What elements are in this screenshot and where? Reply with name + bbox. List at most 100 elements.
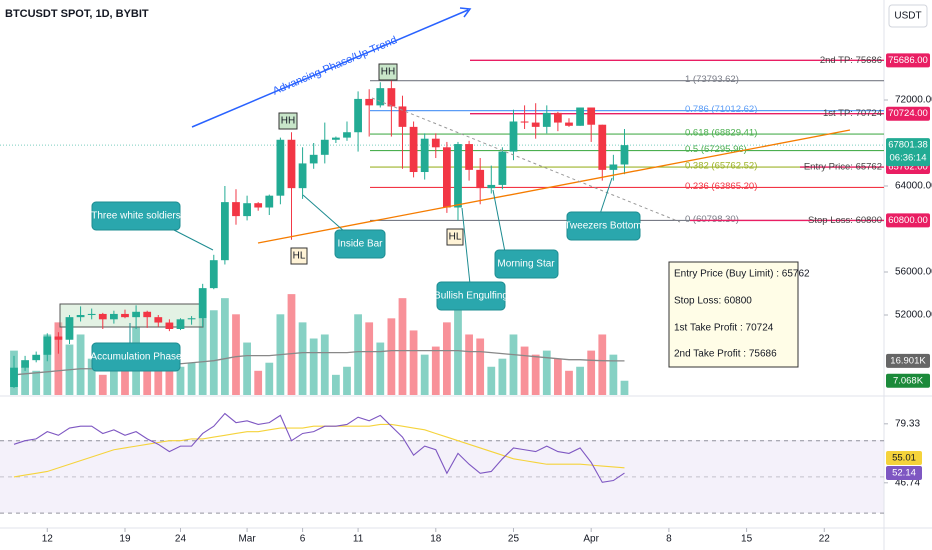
currency[interactable]: USDT bbox=[894, 11, 921, 22]
hh-label: HH bbox=[281, 116, 295, 127]
candle-body bbox=[420, 138, 429, 173]
x-tick-label: Mar bbox=[238, 534, 256, 545]
volume-bar bbox=[154, 358, 163, 395]
volume-bar bbox=[576, 366, 584, 395]
volume-bar bbox=[265, 362, 274, 395]
volume-ma-box bbox=[886, 353, 930, 368]
volume-bar bbox=[110, 362, 118, 395]
volume-bar bbox=[354, 314, 362, 395]
volume-bar bbox=[209, 310, 218, 395]
chart-title: BTCUSDT SPOT, 1D, BYBIT bbox=[5, 8, 149, 20]
candle-body bbox=[442, 147, 451, 208]
candle-body bbox=[176, 319, 185, 329]
hh-box bbox=[378, 63, 398, 81]
callout-box bbox=[436, 281, 506, 311]
candle-body bbox=[143, 311, 152, 318]
candle-body bbox=[232, 202, 240, 217]
fib-label: 0.5 (67295.96) bbox=[685, 144, 747, 155]
volume-bar bbox=[232, 314, 240, 395]
candle-body bbox=[620, 145, 629, 165]
candle-body bbox=[221, 202, 229, 261]
volume-bar bbox=[609, 354, 618, 395]
candle-body bbox=[254, 203, 263, 208]
volume-bar bbox=[165, 370, 174, 395]
candle-body bbox=[376, 88, 385, 106]
volume-bar bbox=[520, 346, 529, 395]
trade-box-line: Stop Loss: 60800 bbox=[674, 296, 752, 307]
candle-body bbox=[354, 98, 362, 133]
volume-bar bbox=[87, 358, 96, 395]
candle-body bbox=[454, 144, 462, 208]
x-tick-label: 22 bbox=[819, 534, 831, 545]
x-tick-label: 12 bbox=[42, 534, 54, 545]
callout-box bbox=[566, 211, 641, 241]
arrow-head bbox=[459, 7, 472, 18]
volume-bar bbox=[76, 334, 85, 395]
y-tick-label: 64000.00 bbox=[895, 181, 932, 192]
callout-text: Bullish Engulfing bbox=[434, 291, 508, 302]
volume-bar bbox=[531, 354, 540, 395]
volume-bar bbox=[431, 346, 440, 395]
volume-bar bbox=[243, 342, 251, 395]
callout-pointer bbox=[461, 207, 471, 285]
candle-body bbox=[209, 260, 218, 289]
candle-body bbox=[198, 288, 207, 319]
trade-axis-label: 70724.00 bbox=[888, 108, 928, 119]
candle-body bbox=[76, 315, 85, 318]
trade-axis-box bbox=[886, 106, 930, 121]
volume-bar bbox=[387, 318, 396, 395]
volume-bar bbox=[298, 322, 307, 395]
volume-bar bbox=[587, 350, 596, 395]
rsi-tick-label: 79.33 bbox=[895, 418, 920, 429]
trade-axis-box bbox=[886, 53, 930, 68]
fib-label: 0.618 (68829.41) bbox=[685, 128, 757, 139]
volume-bar bbox=[287, 294, 296, 395]
volume-bar bbox=[343, 366, 351, 395]
fib-trendline bbox=[371, 97, 681, 223]
x-tick-label: 18 bbox=[430, 534, 442, 545]
volume-bar bbox=[542, 350, 551, 395]
candle-body bbox=[498, 151, 507, 185]
currency-box[interactable] bbox=[888, 4, 928, 28]
volume-bar bbox=[598, 334, 607, 395]
hl-box bbox=[290, 247, 308, 265]
rsi-box bbox=[886, 466, 922, 481]
candle-body bbox=[265, 195, 274, 208]
trade-axis-label: 60800.00 bbox=[888, 215, 928, 226]
candle-body bbox=[154, 317, 163, 323]
y-tick-label: 56000.00 bbox=[895, 267, 932, 278]
volume-bar bbox=[398, 298, 407, 395]
trade-label: 1st TP: 70724 bbox=[823, 108, 882, 119]
volume-bar bbox=[498, 358, 507, 395]
trade-label: Entry Price: 65762 bbox=[804, 162, 882, 173]
candle-body bbox=[576, 107, 584, 126]
rsi-ma-box bbox=[886, 451, 922, 466]
candle-body bbox=[43, 336, 52, 355]
callout-box bbox=[334, 229, 386, 259]
x-tick-label: 11 bbox=[353, 534, 364, 545]
candle-body bbox=[531, 122, 540, 127]
candle-body bbox=[387, 88, 396, 107]
volume-bar bbox=[620, 380, 629, 395]
rsi-ma bbox=[13, 423, 625, 478]
volume-bar bbox=[509, 334, 518, 395]
x-tick-label: 25 bbox=[508, 534, 520, 545]
x-tick-label: Apr bbox=[583, 534, 599, 545]
candle-body bbox=[187, 318, 196, 320]
volume-bar bbox=[320, 334, 329, 395]
support-trendline bbox=[257, 129, 851, 244]
candle-body bbox=[409, 126, 418, 173]
candle-body bbox=[553, 112, 562, 123]
callout-pointer bbox=[302, 194, 346, 233]
callout-box bbox=[91, 342, 181, 372]
candle-body bbox=[21, 360, 29, 368]
candle-body bbox=[87, 313, 96, 316]
callout-text: Tweezers Bottom bbox=[564, 221, 641, 232]
volume-bar bbox=[187, 362, 196, 395]
x-tick-label: 19 bbox=[119, 534, 131, 545]
candle-body bbox=[331, 137, 340, 140]
volume-bar bbox=[98, 374, 107, 395]
callout-box bbox=[494, 249, 559, 279]
volume-bar bbox=[54, 322, 63, 395]
